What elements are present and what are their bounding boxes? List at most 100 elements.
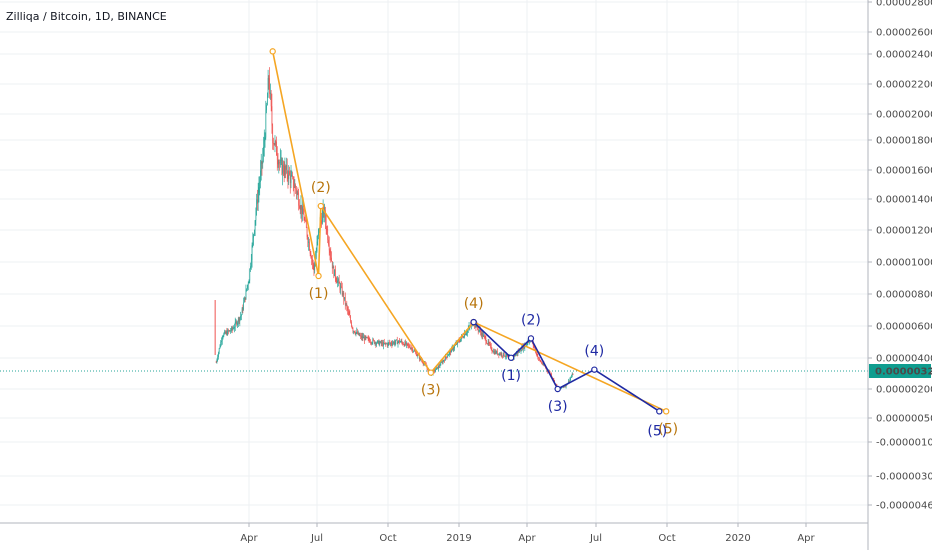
wave-primary-pivot[interactable] bbox=[662, 408, 670, 415]
elliott-wave-annotations[interactable]: (1) (2) (3) (4) (5) (1) (2) (3) (4) (5) bbox=[269, 48, 678, 440]
candle bbox=[368, 336, 370, 343]
candle-body bbox=[253, 234, 254, 238]
candle bbox=[293, 176, 295, 197]
candle bbox=[259, 176, 261, 196]
candle bbox=[367, 336, 368, 339]
candle-body bbox=[450, 350, 452, 353]
wave-primary-pivot[interactable] bbox=[317, 202, 325, 210]
candle-body bbox=[307, 236, 309, 243]
candle-body bbox=[403, 344, 405, 346]
candle bbox=[357, 328, 358, 335]
candle bbox=[247, 281, 249, 291]
wave-secondary-pivot[interactable] bbox=[554, 385, 561, 393]
candle-body bbox=[301, 204, 303, 214]
candle bbox=[283, 160, 284, 177]
wave-secondary-pivot[interactable] bbox=[527, 335, 535, 342]
candle-body bbox=[288, 171, 290, 179]
candle-body bbox=[240, 316, 241, 318]
candle bbox=[286, 158, 288, 182]
wave-primary-pivot[interactable] bbox=[427, 369, 435, 376]
candle bbox=[351, 325, 353, 329]
candle-body bbox=[564, 386, 565, 388]
candle-body bbox=[364, 336, 366, 341]
candle bbox=[367, 334, 369, 342]
candle-body bbox=[346, 303, 348, 307]
candle-body bbox=[393, 342, 394, 344]
candle-body bbox=[380, 341, 382, 344]
candle-body bbox=[407, 343, 409, 346]
candle-body bbox=[499, 353, 500, 356]
candle bbox=[354, 330, 356, 336]
candle bbox=[503, 352, 504, 358]
candle bbox=[464, 329, 465, 339]
candle-body bbox=[569, 378, 571, 382]
candle bbox=[398, 340, 400, 344]
candle bbox=[354, 330, 355, 334]
candle bbox=[303, 208, 305, 221]
candle-body bbox=[316, 241, 318, 251]
candle-body bbox=[374, 342, 376, 344]
candle-body bbox=[300, 204, 302, 210]
wave-primary-pivot[interactable] bbox=[269, 48, 276, 55]
candle-body bbox=[514, 355, 516, 357]
candle-body bbox=[351, 326, 353, 329]
candle-body bbox=[551, 373, 552, 377]
candle bbox=[408, 342, 410, 349]
candle-body bbox=[503, 352, 505, 356]
candle bbox=[377, 340, 378, 344]
wave-secondary-pivot[interactable] bbox=[591, 366, 598, 373]
candle bbox=[291, 170, 293, 177]
candle bbox=[264, 132, 266, 148]
candle bbox=[353, 330, 355, 335]
candle-body bbox=[490, 345, 492, 350]
candle-body bbox=[522, 346, 523, 350]
candle bbox=[316, 235, 318, 253]
candle-body bbox=[391, 343, 393, 345]
candle-body bbox=[478, 329, 480, 331]
candle-body bbox=[342, 292, 344, 295]
candle-body bbox=[454, 344, 456, 346]
candle-body bbox=[354, 332, 356, 334]
candle bbox=[386, 342, 388, 348]
candle bbox=[215, 360, 217, 363]
candle-body bbox=[377, 340, 378, 344]
candle bbox=[331, 251, 332, 262]
candle-body bbox=[496, 351, 497, 354]
candle bbox=[536, 352, 538, 357]
candle bbox=[363, 333, 364, 339]
candle bbox=[221, 335, 223, 345]
candle bbox=[325, 206, 326, 229]
candle bbox=[272, 123, 274, 150]
candle-body bbox=[279, 162, 280, 164]
candle bbox=[258, 176, 260, 203]
candle-body bbox=[226, 331, 228, 335]
candle bbox=[407, 343, 409, 349]
wave-secondary-pivot[interactable] bbox=[507, 354, 515, 361]
candle-body bbox=[328, 239, 329, 245]
candle bbox=[492, 350, 494, 353]
candle-body bbox=[495, 351, 497, 354]
candle-body bbox=[454, 345, 455, 349]
candle-body bbox=[254, 220, 256, 231]
candle bbox=[246, 288, 248, 292]
candle-body bbox=[249, 268, 251, 281]
candle-body bbox=[263, 146, 264, 157]
candle bbox=[402, 341, 403, 346]
wave-primary-pivot[interactable] bbox=[315, 272, 322, 280]
wave-secondary-pivot[interactable] bbox=[656, 408, 663, 415]
wave-primary-line[interactable] bbox=[271, 51, 667, 413]
candle-body bbox=[313, 264, 315, 271]
candle-body bbox=[534, 346, 536, 349]
candle-body bbox=[443, 360, 445, 361]
wave-secondary-pivot[interactable] bbox=[470, 318, 477, 326]
candle-body bbox=[565, 384, 567, 387]
candle bbox=[231, 326, 232, 333]
candle-body bbox=[343, 292, 345, 300]
candle bbox=[257, 182, 259, 211]
wave-secondary-line[interactable] bbox=[473, 321, 660, 412]
candle-body bbox=[536, 352, 538, 357]
candle-body bbox=[412, 348, 413, 352]
candle-body bbox=[221, 337, 223, 341]
candle bbox=[360, 332, 361, 339]
